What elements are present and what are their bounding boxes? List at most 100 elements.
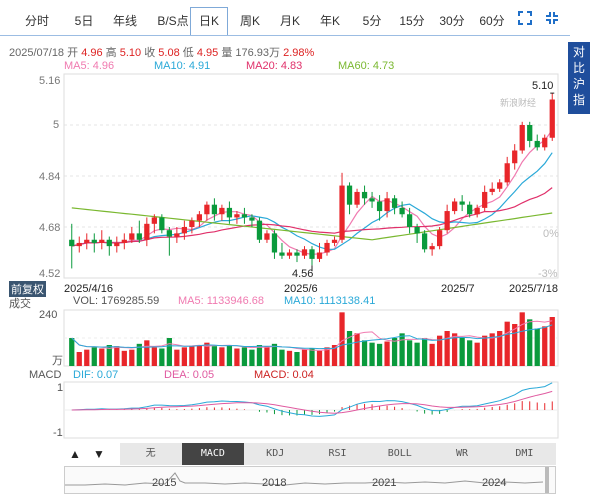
volume-bar — [121, 350, 127, 366]
candle-body — [331, 239, 338, 243]
tab-4[interactable]: 日K — [190, 7, 228, 36]
vol-axis-top: 240 — [39, 309, 58, 321]
indicator-bar: 无 MACD KDJ RSI BOLL WR DMI — [120, 443, 556, 465]
volume-bar — [294, 352, 300, 366]
indicator-6[interactable]: DMI — [515, 448, 534, 459]
candle-body — [316, 252, 323, 259]
volume-bar — [196, 345, 203, 366]
tab-0[interactable]: 分时 — [24, 14, 49, 28]
restore-icon[interactable] — [545, 11, 559, 25]
info-low-label: 低 — [182, 47, 194, 59]
candle-body — [196, 214, 203, 221]
candle-body — [527, 125, 533, 141]
period-tabs: 分时 5日 年线 B/S点 日K 周K 月K 年K 5分 15分 30分 60分 — [0, 7, 590, 36]
info-high-label: 高 — [105, 47, 117, 59]
price-axis-label: 5 — [53, 119, 60, 131]
indicator-1[interactable]: MACD — [182, 443, 244, 465]
ma20-label: MA20: 4.83 — [246, 60, 303, 72]
info-open: 4.96 — [81, 47, 103, 59]
volume-bar — [76, 352, 82, 366]
volume-bar — [406, 340, 413, 366]
volume-bar — [256, 345, 263, 366]
fullscreen-icon[interactable] — [518, 11, 532, 25]
volume-bar — [346, 331, 353, 366]
volume-bar — [271, 343, 278, 366]
indicator-3[interactable]: RSI — [328, 448, 347, 459]
indicator-4[interactable]: BOLL — [387, 448, 412, 459]
price-info-line: 2025/07/18 开 4.96 高 5.10 收 5.08 低 4.95 量… — [9, 44, 314, 60]
candle-body — [76, 242, 82, 247]
volume-bar — [534, 328, 540, 366]
candle-body — [144, 223, 150, 240]
time-navigator[interactable] — [64, 466, 556, 494]
vol-value: VOL: 1769285.59 — [73, 295, 160, 307]
candle-body — [482, 191, 488, 208]
volume-bar — [467, 340, 473, 366]
candle-body — [114, 242, 120, 247]
volume-bar — [339, 312, 345, 366]
candle-body — [301, 249, 308, 256]
indicator-0[interactable]: 无 — [145, 448, 156, 459]
volume-bar — [114, 346, 120, 366]
compare-index-button[interactable]: 对比沪指 — [568, 42, 590, 114]
volume-bar — [181, 347, 187, 366]
candle-body — [376, 201, 383, 212]
candle-body — [339, 185, 345, 240]
tab-5[interactable]: 周K — [239, 14, 260, 28]
candle-body — [241, 214, 248, 218]
tab-9[interactable]: 15分 — [399, 14, 425, 28]
candle-body — [234, 214, 240, 218]
volume-bar — [512, 324, 518, 366]
candle-body — [542, 137, 548, 148]
indicator-2[interactable]: KDJ — [266, 448, 285, 459]
info-close: 5.08 — [158, 47, 180, 59]
tab-7[interactable]: 年K — [319, 14, 340, 28]
candle-body — [151, 217, 157, 224]
candle-body — [264, 233, 270, 240]
volume-bar — [391, 338, 398, 366]
volume-bar — [219, 347, 225, 366]
navigator-handle[interactable] — [545, 467, 549, 493]
candle-body — [324, 242, 330, 253]
candle-body — [437, 230, 443, 247]
high-annotation: 5.10 — [532, 80, 554, 92]
scroll-down-button[interactable]: ▼ — [93, 447, 105, 461]
volume-bar — [324, 347, 330, 366]
macd-dif: DIF: 0.07 — [73, 369, 119, 381]
tab-1[interactable]: 5日 — [74, 14, 94, 28]
volume-bar — [519, 312, 525, 366]
tab-10[interactable]: 30分 — [439, 14, 465, 28]
candle-body — [174, 233, 180, 237]
volume-bar — [429, 343, 435, 366]
candle-body — [346, 185, 353, 205]
macd-line-1 — [71, 390, 553, 414]
candle-body — [204, 204, 210, 215]
tab-11[interactable]: 60分 — [479, 14, 505, 28]
candle-body — [534, 140, 540, 148]
volume-bar — [301, 349, 308, 366]
info-low: 4.95 — [196, 47, 219, 59]
tab-6[interactable]: 月K — [279, 14, 300, 28]
volume-bar — [542, 326, 548, 366]
volume-bar — [286, 350, 293, 366]
tab-2[interactable]: 年线 — [112, 14, 137, 28]
tab-8[interactable]: 5分 — [362, 14, 382, 28]
scroll-up-button[interactable]: ▲ — [69, 447, 81, 461]
volume-bar — [279, 349, 285, 366]
candle-body — [294, 252, 300, 256]
candle-body — [519, 125, 525, 151]
volume-bar — [234, 348, 240, 366]
candle-body — [136, 233, 142, 240]
volume-ma-line-0 — [71, 320, 553, 351]
date-axis-label: 2025/4/16 — [64, 283, 113, 295]
price-axis-label: 4.68 — [39, 222, 61, 234]
candle-body — [384, 198, 390, 212]
indicator-5[interactable]: WR — [456, 448, 469, 459]
tab-3[interactable]: B/S点 — [157, 14, 189, 28]
candle-body — [504, 163, 510, 183]
adjust-toggle[interactable]: 前复权 — [9, 281, 46, 297]
watermark: 新浪财经 — [500, 98, 537, 108]
candle-body — [226, 207, 233, 218]
candle-body — [421, 233, 428, 250]
